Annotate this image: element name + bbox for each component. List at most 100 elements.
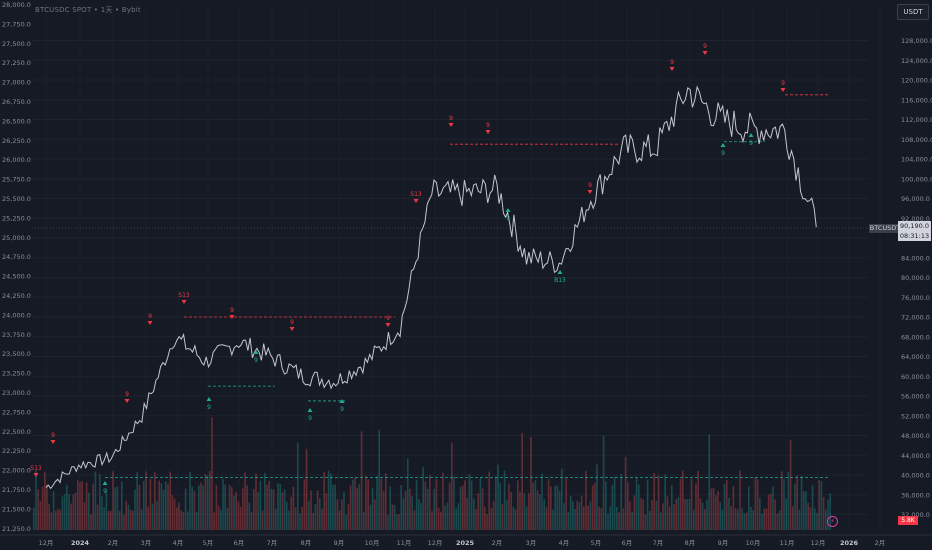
left-axis-label: 24,750.0: [2, 253, 31, 261]
volume-bar: [726, 479, 728, 530]
left-axis-label: 25,750.0: [2, 176, 31, 184]
volume-bar: [402, 498, 405, 530]
volume-bar: [774, 499, 776, 530]
volume-bar: [354, 477, 356, 530]
volume-bar: [462, 485, 464, 530]
right-axis-label: 92,000.0: [901, 215, 930, 223]
volume-bar: [169, 471, 171, 530]
volume-bar: [332, 484, 334, 530]
volume-bar: [567, 512, 570, 530]
volume-bar: [706, 499, 708, 530]
buy-signal-arrow: [557, 270, 563, 274]
volume-bar: [686, 499, 688, 530]
volume-bar: [283, 489, 286, 530]
volume-bar: [156, 500, 158, 530]
time-axis-label: 2024: [71, 539, 90, 547]
volume-bar: [281, 492, 284, 530]
left-axis-label: 22,500.0: [2, 428, 31, 436]
volume-bar: [490, 507, 493, 530]
volume-bar: [734, 508, 737, 530]
volume-bar: [369, 504, 372, 530]
volume-bar: [809, 507, 812, 530]
volume-bar: [651, 500, 653, 530]
time-axis-label: 12月: [39, 539, 54, 547]
volume-bar: [303, 479, 306, 530]
volume-bar: [195, 512, 198, 530]
volume-bar: [829, 493, 831, 530]
bar-countdown: 08:31:13: [899, 232, 930, 240]
volume-bar: [184, 488, 187, 530]
volume-bar: [178, 502, 180, 530]
left-axis-label: 21,750.0: [2, 486, 31, 494]
volume-bar: [778, 510, 781, 530]
volume-bar: [459, 486, 462, 530]
volume-bar: [745, 512, 748, 530]
volume-bar: [336, 499, 339, 530]
volume-bar: [288, 510, 290, 530]
volume-bar: [715, 495, 717, 530]
volume-bar: [407, 458, 409, 530]
volume-bar: [374, 499, 376, 530]
volume-bar: [759, 497, 761, 530]
sell-signal-arrow: [181, 300, 187, 304]
time-axis-label: 5月: [203, 539, 214, 547]
volume-bar: [277, 483, 279, 530]
sell-signal-arrow: [413, 199, 419, 203]
currency-button[interactable]: USDT: [897, 4, 929, 20]
sell-signal-label: S13: [410, 191, 422, 198]
right-axis-label: 120,000.0: [901, 77, 932, 85]
volume-bar: [605, 481, 607, 530]
volume-bar: [475, 508, 477, 530]
event-marker-icon[interactable]: ⚡: [827, 516, 838, 527]
volume-bar: [435, 478, 438, 530]
volume-bar: [46, 484, 48, 530]
volume-bar: [596, 464, 598, 530]
buy-signal-label: 9: [749, 140, 753, 147]
volume-bar: [521, 432, 523, 530]
volume-bar: [422, 467, 424, 530]
volume-bar: [576, 500, 578, 530]
volume-bar: [99, 474, 101, 530]
volume-bar: [88, 492, 90, 530]
volume-bar: [664, 474, 666, 530]
sell-signal-label: 9: [781, 80, 785, 87]
volume-bar: [611, 485, 614, 530]
volume-bar: [600, 508, 603, 530]
volume-bar: [501, 503, 504, 530]
buy-signal-label: 9: [506, 215, 510, 222]
volume-bar: [827, 499, 829, 530]
volume-bar: [446, 502, 449, 530]
volume-bar: [323, 471, 325, 530]
volume-bar: [776, 513, 779, 530]
volume-bar: [270, 488, 273, 530]
volume-bar: [134, 489, 136, 530]
right-axis-label: 36,000.0: [901, 491, 930, 499]
volume-bar: [222, 478, 224, 530]
volume-bar: [96, 504, 99, 530]
volume-bar: [290, 496, 292, 530]
sell-signal-arrow: [780, 88, 786, 92]
time-axis-label: 2025: [456, 539, 475, 547]
volume-bar: [209, 470, 211, 530]
volume-bar: [356, 487, 358, 530]
volume-bar: [748, 486, 750, 530]
volume-bar: [640, 498, 642, 530]
volume-bar: [206, 475, 209, 530]
symbol-legend[interactable]: BTCUSDC SPOT • 1天 • Bybit: [35, 5, 141, 15]
volume-bar: [316, 490, 319, 530]
volume-bar: [143, 480, 145, 530]
right-axis-label: 60,000.0: [901, 373, 930, 381]
volume-bar: [215, 485, 218, 530]
volume-bar: [479, 477, 482, 530]
volume-bar: [754, 477, 757, 530]
volume-bar: [310, 490, 312, 530]
volume-bar: [765, 508, 768, 530]
volume-bar: [752, 510, 754, 530]
left-axis-label: 26,750.0: [2, 98, 31, 106]
left-axis-label: 23,000.0: [2, 389, 31, 397]
volume-bar: [272, 489, 275, 530]
volume-bar: [514, 509, 517, 530]
sell-signal-arrow: [485, 130, 491, 134]
